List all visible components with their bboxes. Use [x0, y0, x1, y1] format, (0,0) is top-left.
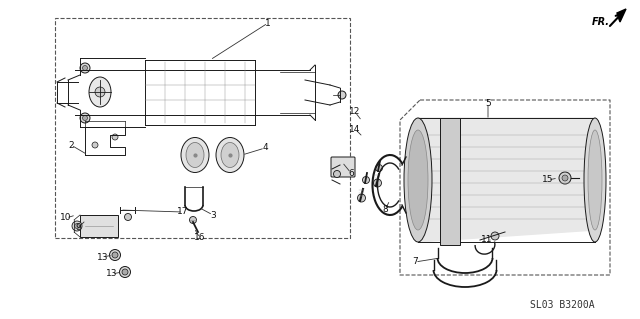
- Text: 17: 17: [177, 207, 189, 217]
- Text: 3: 3: [210, 211, 216, 219]
- Circle shape: [72, 221, 82, 231]
- Ellipse shape: [404, 118, 432, 242]
- Ellipse shape: [584, 118, 606, 242]
- Text: 1: 1: [265, 19, 271, 27]
- Text: 15: 15: [542, 175, 554, 184]
- Bar: [440, 118, 460, 245]
- Text: 8: 8: [382, 205, 388, 214]
- Circle shape: [362, 176, 369, 183]
- Circle shape: [112, 134, 118, 140]
- Polygon shape: [418, 118, 595, 242]
- Ellipse shape: [181, 137, 209, 173]
- Bar: [80, 215, 118, 237]
- Circle shape: [122, 269, 128, 275]
- Text: 14: 14: [349, 124, 361, 133]
- Ellipse shape: [588, 130, 602, 230]
- Circle shape: [95, 87, 105, 97]
- Text: 11: 11: [481, 235, 493, 244]
- Ellipse shape: [216, 137, 244, 173]
- Text: 2: 2: [68, 140, 74, 150]
- Circle shape: [80, 113, 90, 123]
- Circle shape: [109, 249, 120, 261]
- Ellipse shape: [89, 77, 111, 107]
- Text: 10: 10: [60, 213, 72, 222]
- Circle shape: [83, 115, 88, 121]
- Circle shape: [112, 252, 118, 258]
- Text: 6: 6: [348, 168, 354, 177]
- Ellipse shape: [221, 143, 239, 167]
- Circle shape: [338, 91, 346, 99]
- Circle shape: [333, 170, 340, 177]
- Text: 5: 5: [485, 99, 491, 108]
- Circle shape: [358, 194, 365, 202]
- Text: 13: 13: [97, 253, 109, 262]
- Text: 7: 7: [412, 257, 418, 266]
- Circle shape: [125, 213, 131, 220]
- Circle shape: [491, 232, 499, 240]
- Ellipse shape: [186, 143, 204, 167]
- Circle shape: [376, 165, 383, 172]
- Bar: [55, 18, 350, 238]
- Circle shape: [83, 65, 88, 70]
- Circle shape: [120, 266, 131, 278]
- Text: FR.: FR.: [592, 17, 610, 27]
- Circle shape: [74, 224, 79, 228]
- Circle shape: [80, 63, 90, 73]
- FancyBboxPatch shape: [331, 157, 355, 177]
- Text: 12: 12: [349, 108, 361, 116]
- Circle shape: [562, 175, 568, 181]
- Text: SL03 B3200A: SL03 B3200A: [530, 300, 595, 310]
- Text: 13: 13: [106, 270, 118, 278]
- Text: 16: 16: [195, 234, 205, 242]
- Polygon shape: [617, 9, 626, 22]
- Circle shape: [189, 217, 196, 224]
- Text: 4: 4: [262, 144, 268, 152]
- Text: 9: 9: [75, 224, 81, 233]
- Circle shape: [374, 179, 381, 187]
- Circle shape: [559, 172, 571, 184]
- Circle shape: [92, 142, 98, 148]
- Ellipse shape: [408, 130, 428, 230]
